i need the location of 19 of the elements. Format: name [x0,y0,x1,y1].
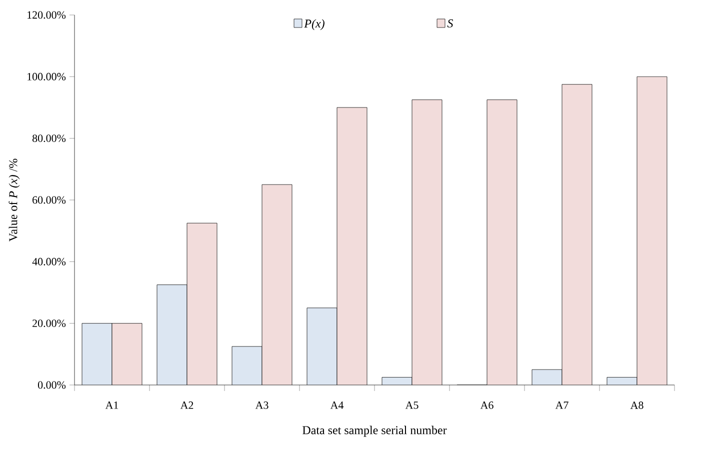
x-axis-title: Data set sample serial number [302,426,447,437]
y-tick-label: 60.00% [32,196,66,204]
x-tick-label: A3 [255,402,268,409]
x-tick-label: A8 [630,402,644,409]
legend-label: S [447,19,453,28]
y-tick-label: 120.00% [28,11,66,19]
x-tick-label: A1 [105,402,118,409]
x-tick-label: A7 [555,402,568,409]
x-tick-label: A6 [480,402,494,409]
y-tick-label: 100.00% [28,72,66,80]
legend-label: P(x) [304,19,324,30]
x-tick-label: A5 [405,402,418,409]
x-tick-label: A4 [330,402,344,409]
y-axis-title: Value of P (x) /% [8,158,20,242]
y-tick-label: 20.00% [32,320,66,328]
y-tick-label: 80.00% [32,134,66,142]
y-tick-label: 40.00% [32,258,66,266]
y-tick-label: 0.00% [38,381,66,389]
x-tick-label: A2 [180,402,194,409]
